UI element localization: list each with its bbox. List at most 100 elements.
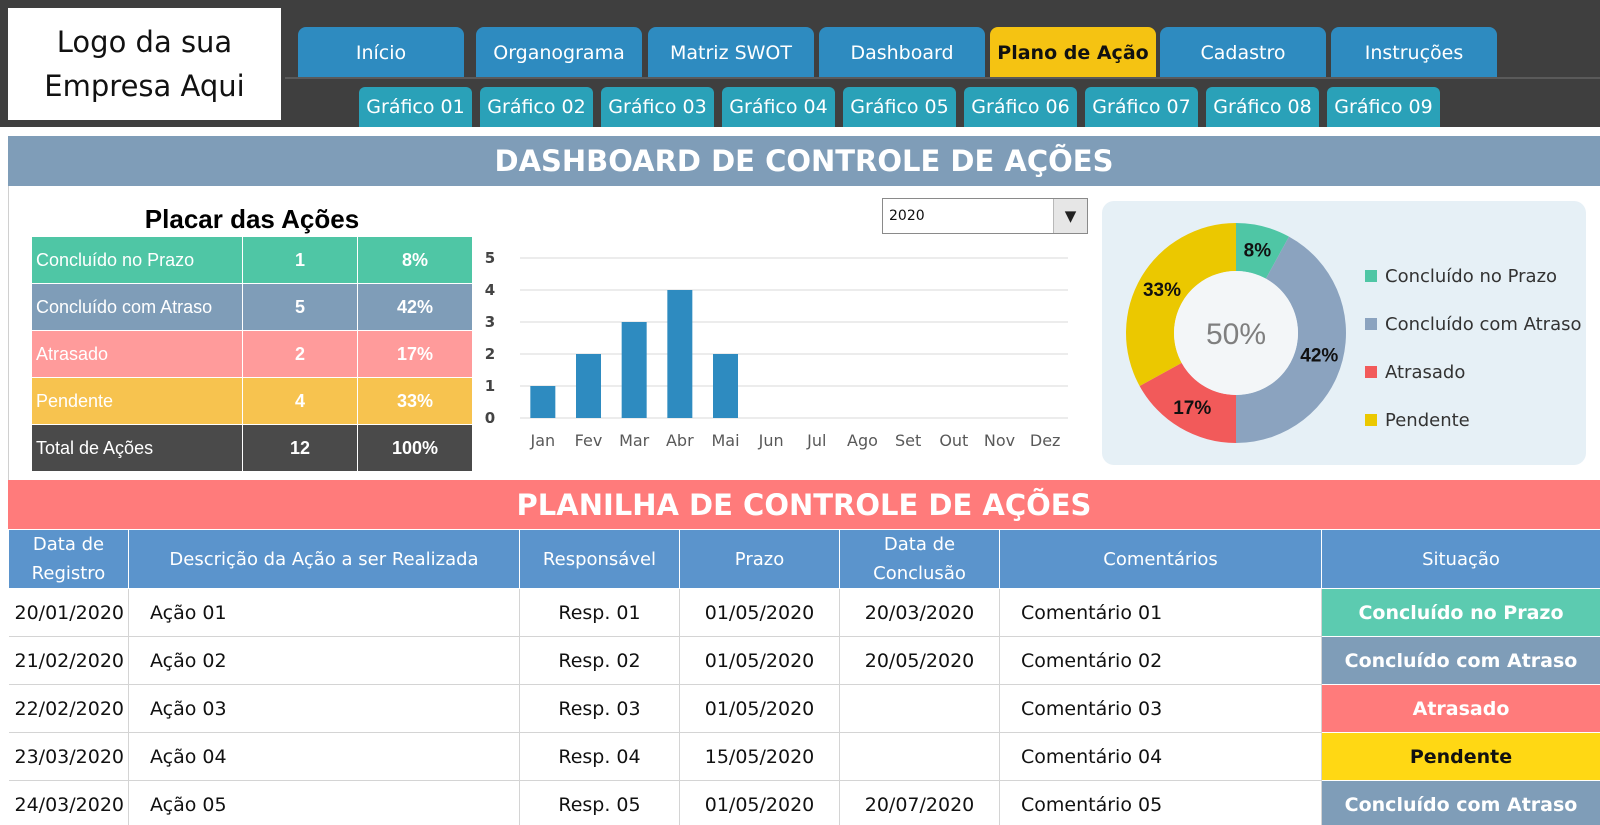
status-badge: Concluído com Atraso: [1321, 636, 1600, 685]
donut-hole: [1174, 271, 1298, 395]
placar-count: 1: [243, 237, 358, 283]
donut-slice: [1236, 236, 1346, 443]
placar-row-concluido-atraso: Concluído com Atraso 5 42%: [32, 284, 472, 331]
planilha-title: PLANILHA DE CONTROLE DE AÇÕES: [8, 480, 1600, 529]
placar-count: 4: [243, 378, 358, 424]
cell-responsavel[interactable]: Resp. 04: [519, 732, 680, 781]
cell-registro[interactable]: 21/02/2020: [8, 636, 129, 685]
column-header-registro[interactable]: Data de Registro: [8, 529, 129, 589]
column-header-responsavel[interactable]: Responsável: [519, 529, 680, 589]
donut-slice: [1126, 223, 1236, 386]
cell-prazo[interactable]: 01/05/2020: [679, 636, 840, 685]
placar-count: 12: [243, 425, 358, 471]
subtab-grafico-02[interactable]: Gráfico 02: [480, 87, 593, 127]
cell-comentario[interactable]: Comentário 02: [999, 636, 1322, 685]
cell-prazo[interactable]: 01/05/2020: [679, 780, 840, 825]
table-row: 23/03/2020 Ação 04 Resp. 04 15/05/2020 C…: [8, 732, 1600, 781]
cell-comentario[interactable]: Comentário 05: [999, 780, 1322, 825]
tab-cadastro[interactable]: Cadastro: [1160, 27, 1326, 78]
legend-label: Concluído com Atraso: [1385, 313, 1582, 335]
cell-registro[interactable]: 22/02/2020: [8, 684, 129, 733]
subtab-grafico-06[interactable]: Gráfico 06: [964, 87, 1077, 127]
cell-prazo[interactable]: 15/05/2020: [679, 732, 840, 781]
placar-row-atrasado: Atrasado 2 17%: [32, 331, 472, 378]
tab-plano-de-acao[interactable]: Plano de Ação: [990, 27, 1156, 78]
legend-item: Pendente: [1365, 396, 1582, 444]
subtab-grafico-09[interactable]: Gráfico 09: [1327, 87, 1440, 127]
table-row: 24/03/2020 Ação 05 Resp. 05 01/05/2020 2…: [8, 780, 1600, 825]
legend-label: Atrasado: [1385, 361, 1466, 383]
tab-instrucoes[interactable]: Instruções: [1331, 27, 1497, 78]
subtab-grafico-04[interactable]: Gráfico 04: [722, 87, 835, 127]
tab-divider: [285, 77, 1600, 79]
subtab-grafico-07[interactable]: Gráfico 07: [1085, 87, 1198, 127]
column-header-descricao[interactable]: Descrição da Ação a ser Realizada: [128, 529, 520, 589]
cell-responsavel[interactable]: Resp. 05: [519, 780, 680, 825]
cell-conclusao[interactable]: [839, 684, 1000, 733]
cell-descricao[interactable]: Ação 03: [128, 684, 520, 733]
legend-item: Concluído no Prazo: [1365, 252, 1582, 300]
bar: [530, 386, 556, 418]
y-tick-label: 5: [485, 249, 495, 267]
status-donut-chart: 8% 42% 17% 33% 50%: [1126, 223, 1346, 443]
x-tick-label: Dez: [1030, 431, 1061, 450]
year-select[interactable]: 2020 ▼: [882, 198, 1088, 234]
x-tick-label: Mar: [619, 431, 650, 450]
cell-comentario[interactable]: Comentário 01: [999, 588, 1322, 637]
tab-matriz-swot[interactable]: Matriz SWOT: [648, 27, 814, 78]
column-header-situacao[interactable]: Situação: [1321, 529, 1600, 589]
donut-data-label: 8%: [1244, 241, 1272, 262]
legend-swatch: [1365, 414, 1377, 426]
placar-percent: 33%: [396, 390, 434, 411]
table-row: 20/01/2020 Ação 01 Resp. 01 01/05/2020 2…: [8, 588, 1600, 637]
table-row: 22/02/2020 Ação 03 Resp. 03 01/05/2020 C…: [8, 684, 1600, 733]
cell-conclusao[interactable]: 20/07/2020: [839, 780, 1000, 825]
cell-registro[interactable]: 20/01/2020: [8, 588, 129, 637]
cell-responsavel[interactable]: Resp. 01: [519, 588, 680, 637]
legend-item: Concluído com Atraso: [1365, 300, 1582, 348]
action-table: Data de Registro Descrição da Ação a ser…: [8, 529, 1600, 825]
table-row: 21/02/2020 Ação 02 Resp. 02 01/05/2020 2…: [8, 636, 1600, 685]
placar-count: 5: [243, 284, 358, 330]
cell-descricao[interactable]: Ação 02: [128, 636, 520, 685]
cell-prazo[interactable]: 01/05/2020: [679, 588, 840, 637]
x-tick-label: Jan: [529, 431, 555, 450]
cell-responsavel[interactable]: Resp. 02: [519, 636, 680, 685]
cell-descricao[interactable]: Ação 01: [128, 588, 520, 637]
placar-label: Atrasado: [32, 331, 243, 377]
cell-registro[interactable]: 23/03/2020: [8, 732, 129, 781]
cell-comentario[interactable]: Comentário 04: [999, 732, 1322, 781]
status-badge: Pendente: [1321, 732, 1600, 781]
subtab-grafico-01[interactable]: Gráfico 01: [359, 87, 472, 127]
column-header-conclusao[interactable]: Data de Conclusão: [839, 529, 1000, 589]
company-logo-placeholder: Logo da sua Empresa Aqui: [8, 8, 281, 120]
cell-comentario[interactable]: Comentário 03: [999, 684, 1322, 733]
tab-organograma[interactable]: Organograma: [476, 27, 642, 78]
top-navigation-bar: Logo da sua Empresa Aqui Início Organogr…: [0, 0, 1600, 127]
tab-inicio[interactable]: Início: [298, 27, 464, 78]
cell-prazo[interactable]: 01/05/2020: [679, 684, 840, 733]
y-tick-label: 2: [485, 345, 495, 363]
subtab-grafico-03[interactable]: Gráfico 03: [601, 87, 714, 127]
subtab-grafico-05[interactable]: Gráfico 05: [843, 87, 956, 127]
column-header-prazo[interactable]: Prazo: [679, 529, 840, 589]
cell-descricao[interactable]: Ação 04: [128, 732, 520, 781]
y-tick-label: 0: [485, 409, 495, 427]
cell-conclusao[interactable]: [839, 732, 1000, 781]
status-badge: Concluído com Atraso: [1321, 780, 1600, 825]
subtab-grafico-08[interactable]: Gráfico 08: [1206, 87, 1319, 127]
column-header-comentarios[interactable]: Comentários: [999, 529, 1322, 589]
cell-registro[interactable]: 24/03/2020: [8, 780, 129, 825]
placar-row-pendente: Pendente 4 33%: [32, 378, 472, 425]
legend-item: Atrasado: [1365, 348, 1582, 396]
chevron-down-icon[interactable]: ▼: [1053, 199, 1087, 233]
legend-label: Concluído no Prazo: [1385, 265, 1558, 287]
cell-responsavel[interactable]: Resp. 03: [519, 684, 680, 733]
cell-descricao[interactable]: Ação 05: [128, 780, 520, 825]
bar: [621, 322, 647, 418]
cell-conclusao[interactable]: 20/05/2020: [839, 636, 1000, 685]
cell-conclusao[interactable]: 20/03/2020: [839, 588, 1000, 637]
placar-label: Total de Ações: [32, 425, 243, 471]
tab-dashboard[interactable]: Dashboard: [819, 27, 985, 78]
placar-percent: 17%: [396, 343, 434, 364]
